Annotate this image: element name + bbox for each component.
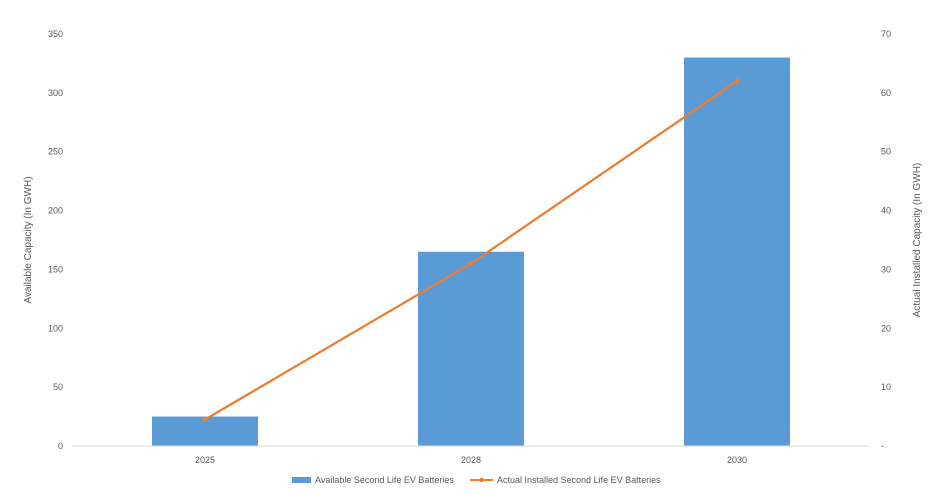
y-tick-label: 100	[48, 323, 63, 333]
line-point	[468, 261, 474, 267]
y2-tick-label: 60	[881, 88, 891, 98]
y2-tick-label: 40	[881, 206, 891, 216]
x-axis: 2025 2028 2030	[195, 455, 747, 465]
x-tick-label: 2030	[727, 455, 747, 465]
y2-axis-title: Actual Installed Capacity (In GWH)	[912, 163, 923, 318]
y-tick-label: 0	[58, 441, 63, 451]
line-series	[202, 78, 740, 423]
y2-tick-label: 70	[881, 29, 891, 39]
y2-tick-label: 50	[881, 147, 891, 157]
y-tick-label: 150	[48, 264, 63, 274]
y2-tick-label: -	[881, 441, 884, 451]
x-tick-label: 2025	[195, 455, 215, 465]
y-tick-label: 50	[53, 382, 63, 392]
y2-tick-label: 20	[881, 323, 891, 333]
y2-tick-label: 30	[881, 264, 891, 274]
y-tick-label: 250	[48, 147, 63, 157]
bar-series	[152, 57, 790, 447]
y-tick-label: 300	[48, 88, 63, 98]
bar	[684, 57, 790, 447]
y-axis-title: Available Capacity (In GWH)	[23, 176, 34, 303]
bar	[418, 251, 524, 446]
line-point	[202, 417, 208, 423]
legend-marker	[479, 477, 484, 483]
legend-bar-swatch	[292, 477, 311, 483]
y-tick-label: 200	[48, 206, 63, 216]
y2-tick-label: 10	[881, 382, 891, 392]
y-tick-label: 350	[48, 29, 63, 39]
legend: Available Second Life EV Batteries Actual…	[292, 475, 661, 485]
legend-label: Available Second Life EV Batteries	[315, 475, 454, 485]
line-point	[734, 78, 740, 84]
legend-label: Actual Installed Second Life EV Batterie…	[497, 475, 661, 485]
right-axis: - 10 20 30 40 50 60 70	[881, 29, 891, 451]
left-axis: 0 50 100 150 200 250 300 350	[48, 29, 63, 451]
x-tick-label: 2028	[461, 455, 481, 465]
